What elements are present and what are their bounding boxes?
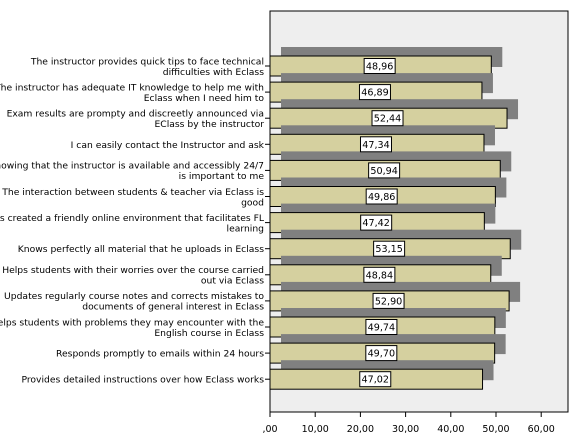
data-label: 47,02 (362, 375, 389, 386)
data-label-box (372, 292, 405, 309)
category-label: The instructor has adequate IT knowledge… (0, 82, 264, 104)
category-label: The interaction between students & teach… (1, 187, 264, 209)
data-label: 49,86 (368, 192, 395, 203)
category-label: Knowing that the instructor is available… (0, 161, 264, 183)
x-tick-label: 60,00 (528, 424, 555, 435)
data-label-box (363, 266, 396, 283)
data-label-box (359, 371, 392, 388)
category-label: Knows perfectly all material that he upl… (18, 244, 264, 255)
category-label: Exam results are prompty and discreetly … (7, 108, 265, 130)
category-label: I can easily contact the Instructor and … (71, 140, 265, 151)
x-tick-label: 30,00 (392, 424, 419, 435)
data-label: 47,42 (362, 218, 389, 229)
data-label-box (365, 319, 398, 335)
data-label-box (368, 162, 401, 179)
data-label: 49,74 (368, 323, 395, 334)
data-label: 47,34 (362, 140, 389, 151)
data-label-box (360, 214, 393, 231)
data-label-box (365, 188, 398, 205)
data-label: 48,96 (366, 62, 393, 73)
category-label: Responds promptly to emails within 24 ho… (56, 349, 264, 360)
x-tick-label: 10,00 (302, 424, 329, 435)
data-label: 52,44 (374, 114, 401, 125)
data-label: 50,94 (370, 166, 397, 177)
data-label-box (359, 136, 392, 153)
category-label: Helps students with their worries over t… (2, 265, 264, 287)
data-label: 49,70 (368, 349, 395, 360)
category-label: The instructor provides quick tips to fa… (30, 56, 264, 78)
data-label: 53,15 (375, 244, 402, 255)
category-label: Updates regularly course notes and corre… (4, 291, 264, 313)
data-label: 52,90 (375, 296, 402, 307)
x-tick-label: 50,00 (482, 424, 509, 435)
data-label-box (365, 345, 398, 362)
data-label: 48,84 (366, 270, 393, 281)
x-tick-label: ,00 (262, 424, 277, 435)
data-label-box (373, 240, 406, 257)
x-tick-label: 20,00 (347, 424, 374, 435)
category-label: Has created a friendly online environmen… (0, 213, 265, 235)
data-label-box (363, 58, 396, 74)
category-label: Provides detailed instructions over how … (21, 375, 264, 386)
data-label: 46,89 (361, 88, 388, 99)
category-label: Helps students with problems they may en… (0, 317, 264, 339)
x-tick-label: 40,00 (437, 424, 464, 435)
data-label-box (371, 110, 404, 127)
data-label-box (358, 84, 391, 101)
